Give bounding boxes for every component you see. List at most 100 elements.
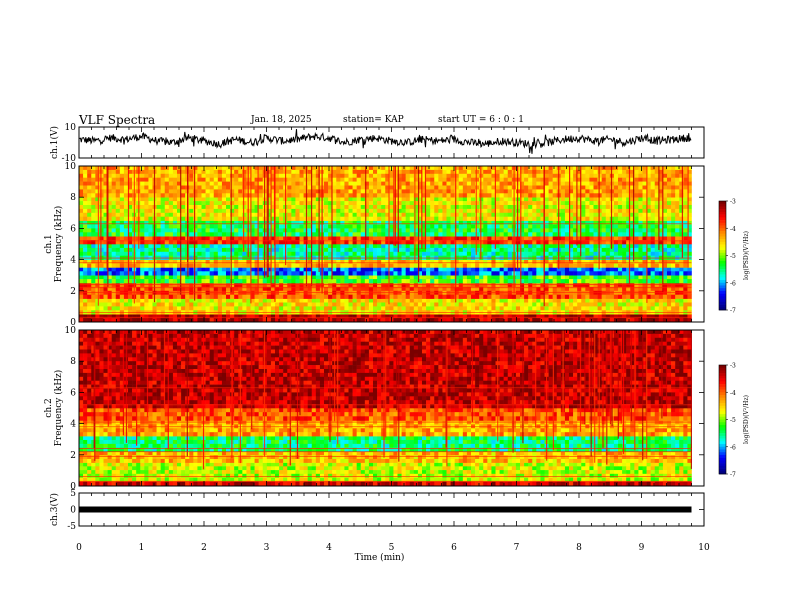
ch1-spectrogram-cell <box>442 240 447 245</box>
ch1-spectrogram-cell <box>168 232 174 237</box>
ch1-spectrogram-cell <box>266 166 272 171</box>
ch1-spectrogram-cell <box>597 247 602 253</box>
ch1-spectrogram-cell <box>622 205 627 210</box>
ch1-spectrogram-cell <box>332 294 337 299</box>
ch1-spectrogram-cell <box>601 240 607 245</box>
ch1-spectrogram-cell <box>417 302 423 307</box>
ch1-spectrogram-cell <box>262 290 268 295</box>
ch1-spectrogram-cell <box>450 275 455 280</box>
ch1-spectrogram-cell <box>368 267 374 272</box>
ch1-spectrogram-cell <box>577 216 582 221</box>
ch1-spectrogram-cell <box>532 212 537 217</box>
ch1-spectrogram-cell <box>303 244 308 249</box>
ch1-spectrogram-cell <box>642 298 647 303</box>
ch1-spectrogram-cell <box>311 302 317 307</box>
ch1-spectrogram-cell <box>630 251 635 256</box>
ch1-spectrogram-cell <box>95 302 100 307</box>
ch1-spectrogram-cell <box>548 283 553 288</box>
ch1-spectrogram-cell <box>434 224 439 229</box>
ch1-spectrogram-cell <box>454 244 460 249</box>
ch1-spectrogram-cell <box>466 197 472 202</box>
ch1-spectrogram-cell <box>128 306 133 311</box>
ch1-spectrogram-cell <box>528 228 533 233</box>
ch1-spectrogram-cell <box>430 201 435 206</box>
ch1-spectrogram-cell <box>181 306 186 311</box>
ch1-spectrogram-cell <box>111 224 117 229</box>
ch1-spectrogram-cell <box>658 212 664 217</box>
ch1-spectrogram-cell <box>193 271 198 276</box>
ch1-spectrogram-cell <box>479 314 484 319</box>
ch1-spectrogram-cell <box>536 212 541 217</box>
ch1-spectrogram-cell <box>548 216 553 221</box>
ch1-spectrogram-cell <box>287 251 292 256</box>
ch1-spectrogram-cell <box>83 290 88 295</box>
ch1-spectrogram-cell <box>409 205 415 210</box>
ch1-spectrogram-cell <box>581 279 586 284</box>
ch1-spectrogram-cell <box>601 220 607 225</box>
ch1-spectrogram-cell <box>189 240 194 245</box>
ch1-spectrogram-cell <box>258 318 264 323</box>
ch1-spectrogram-cell <box>368 286 374 292</box>
ch1-spectrogram-cell <box>136 306 141 311</box>
ch1-spectrogram-cell <box>630 306 635 311</box>
ch1-spectrogram-cell <box>307 294 313 299</box>
ch1-spectrogram-cell <box>471 259 476 264</box>
ch1-spectrogram-cell <box>307 197 313 202</box>
ch1-spectrogram-cell <box>548 306 553 311</box>
ch1-spectrogram-cell <box>454 279 460 284</box>
ch1-spectrogram-cell <box>128 166 133 171</box>
ch1-spectrogram-cell <box>332 251 337 256</box>
ch1-spectrogram-cell <box>479 318 484 323</box>
ch1-spectrogram-cell <box>107 201 112 206</box>
ch1-spectrogram-cell <box>189 197 194 202</box>
ch1-spectrogram-cell <box>430 294 435 299</box>
ch1-spectrogram-cell <box>626 286 631 292</box>
ch1-spectrogram-cell <box>622 267 627 272</box>
ch1-spectrogram-cell <box>658 318 664 323</box>
ch1-spectrogram-cell <box>381 201 386 206</box>
ch1-spectrogram-cell <box>160 212 166 217</box>
ch1-spectrogram-cell <box>377 244 382 249</box>
ch1-spectrogram-cell <box>234 286 239 292</box>
ch1-spectrogram-cell <box>662 212 668 217</box>
ch1-spectrogram-cell <box>328 286 333 292</box>
ch1-spectrogram-cell <box>634 216 639 221</box>
ch1-spectrogram-cell <box>87 205 92 210</box>
ch1-spectrogram-cell <box>446 240 451 245</box>
ch1-spectrogram-cell <box>295 232 300 237</box>
ch1-spectrogram-cell <box>426 275 431 280</box>
ch1-spectrogram-cell <box>401 251 406 256</box>
ch1-spectrogram-cell <box>336 259 341 264</box>
ch1-spectrogram-cell <box>148 283 153 288</box>
ch1-spectrogram-cell <box>258 306 264 311</box>
ch1-spectrogram-cell <box>515 286 521 292</box>
ch1-spectrogram-cell <box>454 212 460 217</box>
ch1-spectrogram-cell <box>295 283 300 288</box>
ch1-spectrogram-cell <box>160 298 166 303</box>
ch1-spectrogram-cell <box>405 166 411 171</box>
ch1-spectrogram-cell <box>364 216 370 221</box>
ch1-spectrogram-cell <box>683 263 688 268</box>
ch1-spectrogram-cell <box>613 298 619 303</box>
ch1-spectrogram-cell <box>520 236 525 241</box>
ch1-spectrogram-cell <box>446 201 451 206</box>
ch1-spectrogram-cell <box>311 286 317 292</box>
ch1-spectrogram-cell <box>438 314 443 319</box>
ch1-spectrogram-cell <box>495 318 500 323</box>
ch1-spectrogram-cell <box>291 283 296 288</box>
ch1-spectrogram-cell <box>107 247 112 253</box>
ch1-spectrogram-cell <box>172 298 178 303</box>
ch1-spectrogram-cell <box>201 298 206 303</box>
ch1-spectrogram-cell <box>115 267 121 272</box>
ch1-spectrogram-cell <box>564 220 570 225</box>
ch1-spectrogram-cell <box>675 228 680 233</box>
ch1-spectrogram-cell <box>352 166 357 171</box>
ch1-spectrogram-cell <box>626 314 631 319</box>
ch1-spectrogram-cell <box>315 251 321 256</box>
ch1-spectrogram-cell <box>140 244 145 249</box>
ch1-spectrogram-cell <box>471 286 476 292</box>
ch1-spectrogram-cell <box>683 244 688 249</box>
ch1-spectrogram-cell <box>491 240 496 245</box>
ch1-spectrogram-cell <box>654 267 660 272</box>
ch1-spectrogram-cell <box>564 236 570 241</box>
